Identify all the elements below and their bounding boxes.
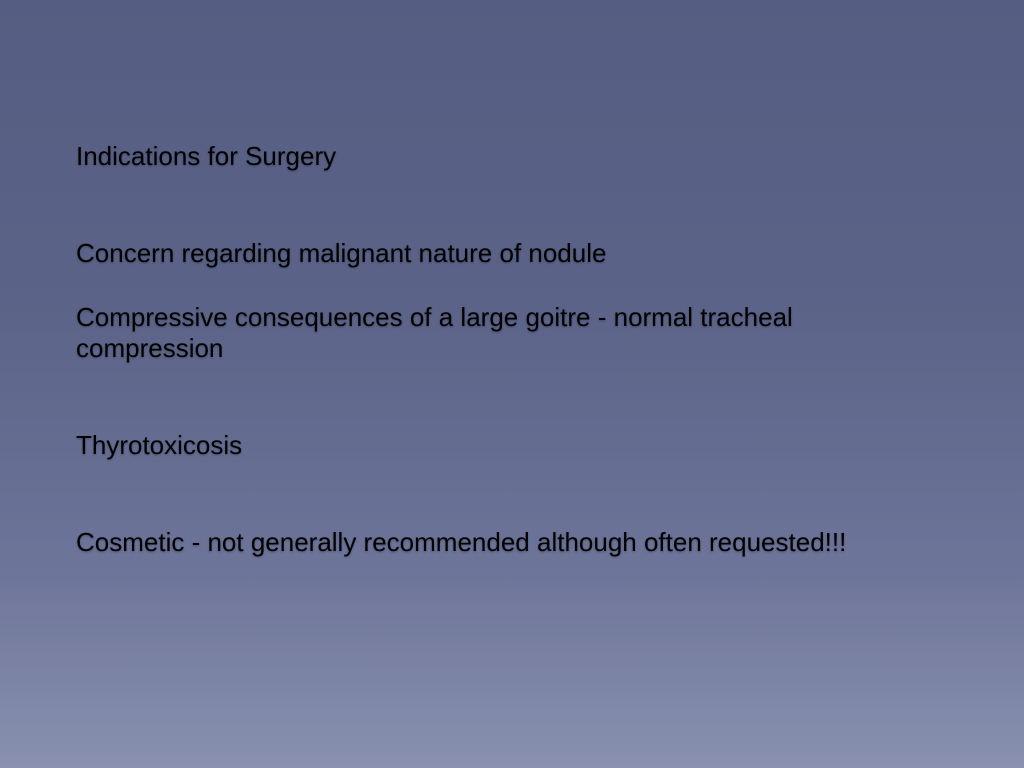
slide-title: Indications for Surgery [76,141,336,172]
point-2: Compressive consequences of a large goit… [76,302,896,364]
slide: Indications for Surgery Concern regardin… [0,0,1024,768]
point-1: Concern regarding malignant nature of no… [76,238,606,269]
point-4: Cosmetic - not generally recommended alt… [76,527,846,558]
point-3: Thyrotoxicosis [76,430,242,461]
